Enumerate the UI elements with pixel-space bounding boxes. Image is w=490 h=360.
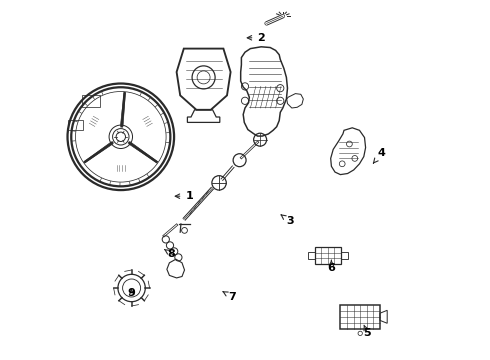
Text: 8: 8 [165,249,175,259]
Text: 5: 5 [364,325,371,338]
Text: 1: 1 [175,191,193,201]
Text: 9: 9 [128,288,136,298]
Text: 7: 7 [223,292,236,302]
Bar [341,305,380,329]
Bar [82,95,99,107]
Text: 6: 6 [327,260,335,273]
Bar [68,120,83,130]
Text: 4: 4 [373,148,386,163]
Text: 3: 3 [281,215,294,226]
Bar [341,252,348,259]
Bar [308,252,315,259]
Text: 2: 2 [247,33,265,43]
Bar [315,247,341,264]
